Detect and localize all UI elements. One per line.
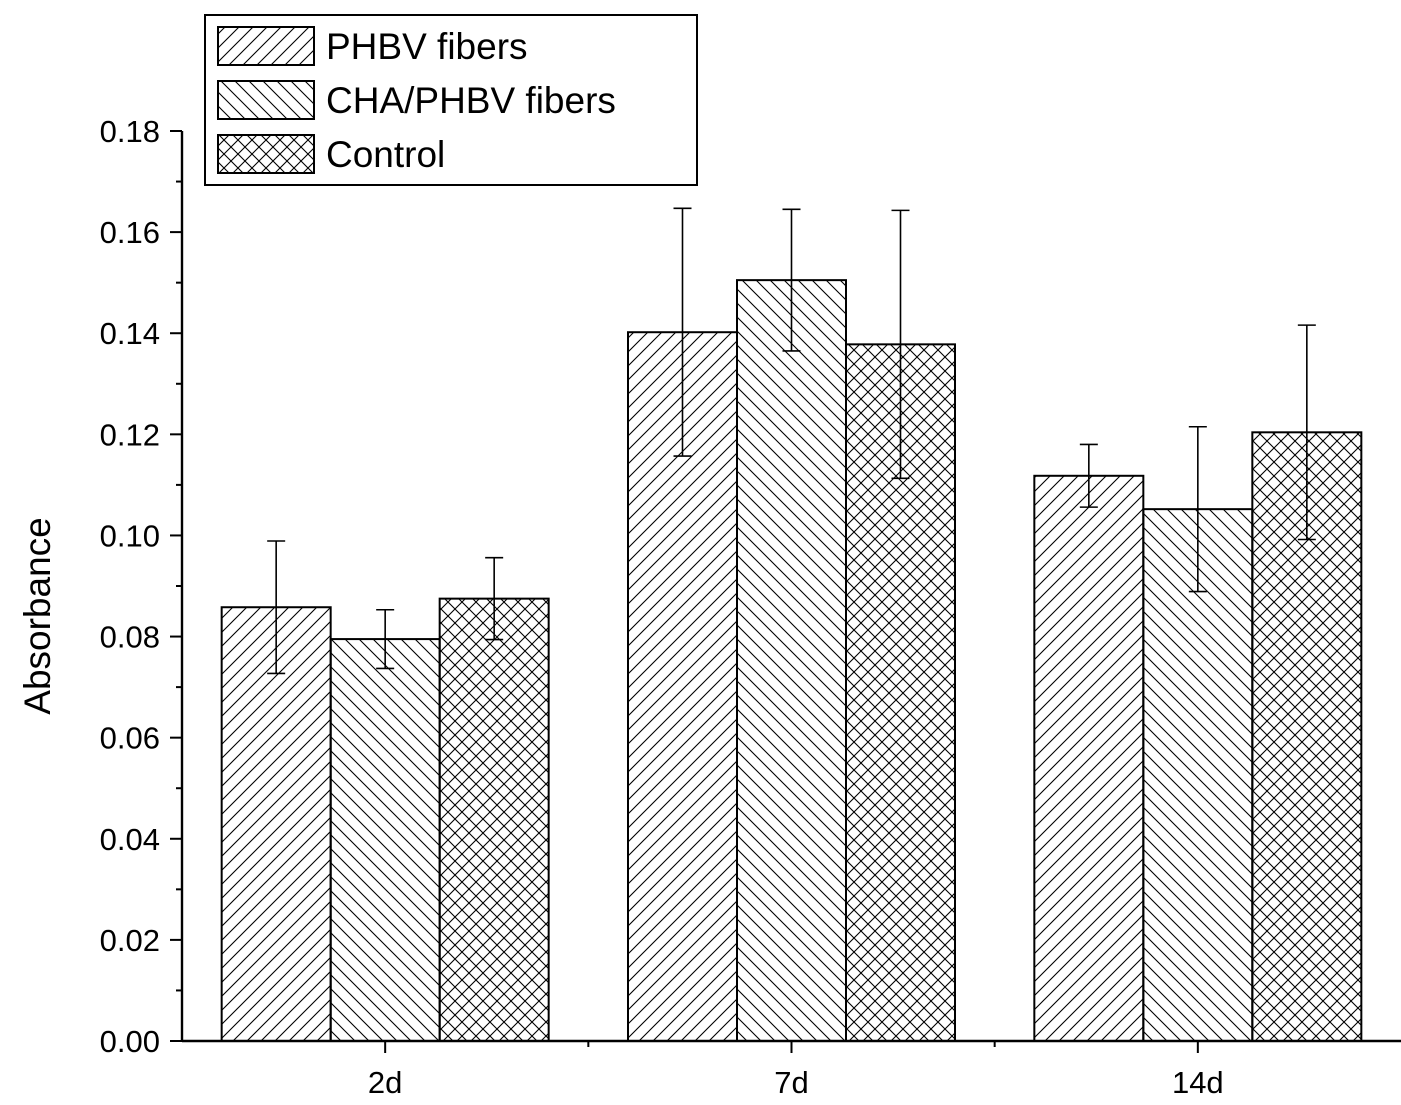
x-tick-label: 7d bbox=[774, 1065, 808, 1100]
y-tick-label: 0.18 bbox=[100, 114, 160, 149]
y-tick-label: 0.16 bbox=[100, 215, 160, 250]
bar-cha-phbv-fibers-2d bbox=[329, 638, 441, 1042]
y-ticks: 0.00 0.02 0.04 0.06 0.08 0.10 0.12 0.14 0.16 0.18 bbox=[100, 114, 182, 1059]
y-tick-label: 0.14 bbox=[100, 316, 160, 351]
y-tick-label: 0.00 bbox=[100, 1024, 160, 1059]
y-tick-label: 0.08 bbox=[100, 620, 160, 655]
legend-label: Control bbox=[326, 134, 445, 175]
bar-cha-phbv-fibers-7d bbox=[736, 279, 847, 1042]
bars bbox=[220, 279, 1363, 1043]
y-axis: 0.00 0.02 0.04 0.06 0.08 0.10 0.12 0.14 0.16 0.18 bbox=[100, 114, 184, 1059]
bar-cha-phbv-fibers-14d bbox=[1142, 508, 1254, 1042]
legend-label: CHA/PHBV fibers bbox=[326, 80, 616, 121]
y-tick-label: 0.10 bbox=[100, 518, 160, 553]
legend-swatch bbox=[217, 134, 315, 174]
x-ticks: 2d 7d 14d bbox=[368, 1041, 1224, 1100]
y-tick-label: 0.02 bbox=[100, 923, 160, 958]
legend-swatch bbox=[217, 80, 315, 120]
legend-label: PHBV fibers bbox=[326, 26, 528, 67]
y-tick-label: 0.12 bbox=[100, 417, 160, 452]
y-axis-title: Absorbance bbox=[17, 517, 58, 714]
bar-phbv-fibers-2d bbox=[220, 606, 332, 1042]
x-tick-label: 2d bbox=[368, 1065, 402, 1100]
x-axis: 2d 7d 14d bbox=[182, 1039, 1401, 1100]
x-tick-label: 14d bbox=[1172, 1065, 1224, 1100]
y-tick-label: 0.04 bbox=[100, 822, 160, 857]
bar-phbv-fibers-14d bbox=[1033, 474, 1145, 1042]
legend-items: PHBV fibers CHA/PHBV fibers Control bbox=[217, 26, 616, 175]
legend: PHBV fibers CHA/PHBV fibers Control bbox=[204, 14, 698, 186]
error-bars bbox=[267, 207, 1316, 675]
y-tick-label: 0.06 bbox=[100, 721, 160, 756]
legend-swatch bbox=[217, 26, 315, 66]
bar-control-2d bbox=[438, 597, 550, 1043]
